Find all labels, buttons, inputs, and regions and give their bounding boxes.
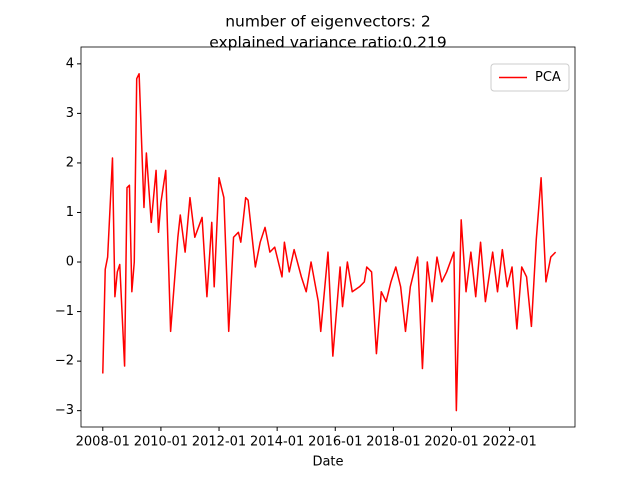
- data-line: [102, 73, 557, 412]
- legend-box: [490, 63, 570, 92]
- y-tick-label: 2: [66, 155, 74, 170]
- legend-label: PCA: [535, 70, 561, 85]
- x-axis-label: Date: [312, 455, 343, 470]
- y-tick-label: 4: [66, 56, 74, 71]
- y-tick-label: 0: [66, 255, 74, 270]
- x-tick-label: 2020-01: [424, 435, 478, 450]
- y-tick-label: 3: [66, 106, 74, 121]
- y-tick-label: −1: [55, 304, 74, 319]
- x-tick-label: 2018-01: [366, 435, 420, 450]
- chart-subtitle: explained variance ratio:0.219: [209, 34, 447, 52]
- y-tick-label: −2: [55, 354, 74, 369]
- y-tick-label: −3: [55, 403, 74, 418]
- x-tick-label: 2014-01: [250, 435, 304, 450]
- x-tick-label: 2008-01: [76, 435, 130, 450]
- x-tick-label: 2012-01: [192, 435, 246, 450]
- plot-frame: [80, 46, 576, 428]
- x-tick-label: 2016-01: [308, 435, 362, 450]
- x-tick-label: 2022-01: [482, 435, 536, 450]
- y-tick-label: 1: [66, 205, 74, 220]
- chart-title: number of eigenvectors: 2: [225, 13, 431, 31]
- x-tick-label: 2010-01: [134, 435, 188, 450]
